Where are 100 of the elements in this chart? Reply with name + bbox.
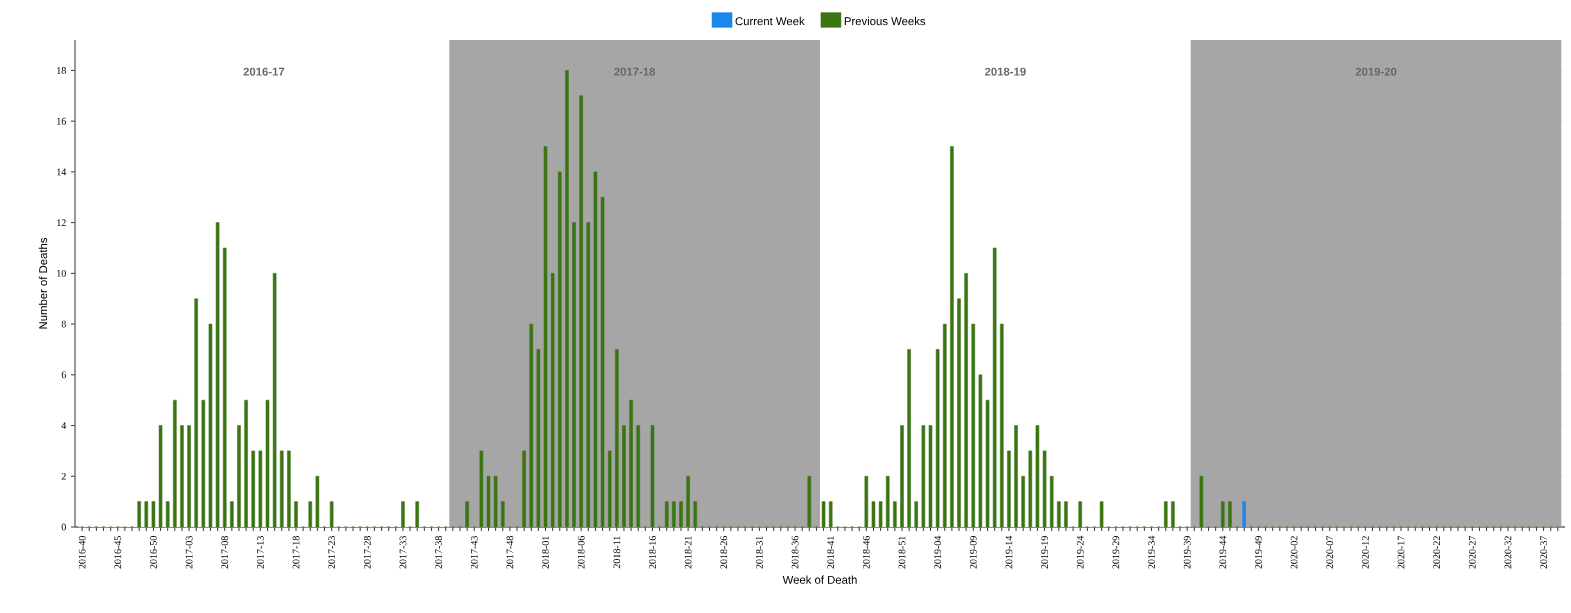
- bar: [1057, 501, 1061, 527]
- x-tick-label: 2018-26: [720, 535, 728, 569]
- bar: [1035, 425, 1040, 527]
- x-tick-label: 2018-36: [791, 535, 799, 569]
- x-tick-label: 2020-27: [1468, 535, 1476, 569]
- x-tick-label: 2020-02: [1290, 536, 1298, 569]
- bar: [871, 501, 876, 527]
- y-tick-label: 6: [61, 371, 67, 379]
- y-tick-label: 8: [61, 320, 66, 328]
- bar: [907, 349, 911, 527]
- x-tick-label: 2018-51: [898, 536, 906, 569]
- bar: [1042, 450, 1047, 527]
- x-tick-label: 2018-46: [862, 535, 870, 569]
- y-tick-label: 4: [61, 422, 67, 429]
- x-tick-label: 2019-09: [969, 536, 977, 569]
- bar: [500, 501, 505, 527]
- x-tick-label: 2018-41: [827, 536, 835, 569]
- bar: [151, 501, 156, 527]
- bar: [208, 323, 213, 527]
- x-tick-label: 2017-18: [292, 536, 300, 569]
- bar: [465, 501, 469, 527]
- bar: [914, 501, 919, 527]
- x-tick-label: 2019-04: [934, 535, 942, 569]
- bar: [486, 475, 491, 527]
- bar: [607, 450, 612, 527]
- bar: [1014, 425, 1018, 527]
- bar: [900, 425, 904, 527]
- bar: [272, 273, 277, 527]
- x-tick-label: 2017-08: [221, 536, 229, 569]
- bar: [600, 196, 605, 527]
- bar: [893, 501, 897, 527]
- x-tick-label: 2016-50: [150, 536, 157, 569]
- bar: [265, 399, 270, 527]
- bar: [158, 425, 163, 527]
- bar: [985, 399, 990, 527]
- bar: [529, 323, 534, 527]
- legend-label: Current Week: [735, 16, 805, 26]
- bar: [828, 501, 833, 527]
- bar: [885, 475, 890, 527]
- legend-label: Previous Weeks: [844, 16, 926, 26]
- bar: [522, 450, 526, 527]
- x-tick-label: 2019-14: [1005, 535, 1013, 569]
- bar: [294, 501, 298, 527]
- bar: [194, 298, 198, 527]
- x-tick-label: 2019-34: [1148, 535, 1155, 569]
- bar: [543, 146, 548, 527]
- bar: [165, 501, 170, 527]
- x-tick-label: 2017-28: [363, 536, 371, 569]
- x-tick-label: 2017-43: [470, 536, 478, 569]
- bar: [686, 475, 690, 527]
- bar: [1064, 501, 1068, 527]
- bar: [636, 425, 640, 527]
- bar: [222, 247, 227, 527]
- x-tick-label: 2017-23: [328, 536, 336, 569]
- bar: [693, 501, 698, 527]
- x-tick-label: 2017-33: [399, 536, 407, 569]
- bar: [1163, 501, 1168, 527]
- text: 2018-19: [984, 67, 1026, 76]
- x-tick-label: 2019-39: [1183, 536, 1191, 569]
- x-tick-label: 2018-31: [756, 536, 763, 569]
- bar: [315, 475, 320, 527]
- bar: [1228, 501, 1232, 527]
- bar: [864, 475, 869, 527]
- x-tick-label: 2020-37: [1540, 535, 1547, 569]
- bar: [558, 171, 562, 527]
- bar: [137, 501, 141, 527]
- bar: [978, 374, 983, 527]
- bar: [415, 501, 419, 527]
- bar: [1021, 475, 1025, 527]
- bar: [593, 171, 598, 527]
- x-tick-label: 2018-06: [577, 535, 585, 569]
- x-tick-label: 2020-22: [1433, 536, 1441, 569]
- y-tick-label: 18: [57, 67, 66, 74]
- bar: [1171, 501, 1175, 527]
- x-tick-label: 2019-49: [1255, 536, 1262, 569]
- x-tick-label: 2019-24: [1076, 535, 1084, 569]
- bar: [565, 70, 569, 527]
- x-tick-label: 2016-40: [78, 536, 86, 569]
- x-tick-label: 2018-01: [542, 536, 549, 569]
- bar: [1000, 323, 1004, 527]
- x-tick-label: 2019-19: [1041, 536, 1048, 569]
- bar: [971, 323, 976, 527]
- y-tick-label: 2: [61, 472, 66, 480]
- bar: [187, 425, 191, 527]
- y-tick-label: 14: [57, 168, 67, 176]
- bar: [287, 450, 291, 527]
- bar: [244, 399, 248, 527]
- bar: [1049, 475, 1054, 527]
- text: 2019-20: [1355, 67, 1397, 76]
- bar: [1078, 501, 1082, 527]
- bar: [586, 222, 591, 527]
- bar: [622, 425, 626, 527]
- bar: [258, 450, 263, 527]
- bar: [1221, 501, 1225, 527]
- bar: [992, 247, 997, 527]
- y-tick-label: 16: [57, 117, 67, 125]
- bar: [1028, 450, 1033, 527]
- x-tick-label: 2017-48: [506, 536, 514, 569]
- bar: [935, 349, 940, 527]
- bar: [251, 450, 256, 527]
